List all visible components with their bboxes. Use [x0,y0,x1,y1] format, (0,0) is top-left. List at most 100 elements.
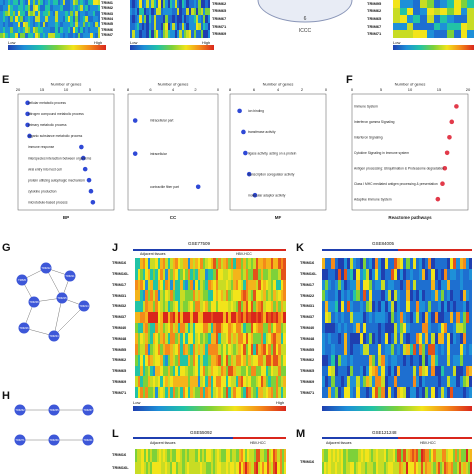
heatmap-cell [134,0,138,9]
heatmap-cell [368,344,373,356]
heatmap-row-label: TRIM17 [112,281,127,287]
heatmap-cell [378,344,382,356]
heatmap-cell [179,30,183,38]
heatmap-cell [205,376,209,388]
heatmap-cell [77,27,81,34]
heatmap-cell [22,21,26,28]
heatmap-cell [223,354,227,367]
heatmap-cell [275,290,280,302]
heatmap-cell [179,0,183,9]
heatmap-cell [180,311,184,324]
heatmap-cell [47,5,51,12]
network-node-label: TRIM67 [83,408,93,412]
heatmap-cell [175,258,179,270]
heatmap-cell [210,461,214,474]
heatmap-cell [265,333,269,345]
heatmap-cell [362,311,367,324]
heatmap-cell [55,10,59,17]
heatmap-cell [172,7,176,16]
heatmap-cell [213,290,217,302]
heatmap-cell [403,258,407,270]
heatmap-cell [137,0,140,9]
heatmap-cell [75,0,79,7]
heatmap-cell [265,354,269,367]
heatmap-cell [171,461,175,474]
heatmap-cell [205,15,209,24]
heatmap-cell [185,354,189,367]
heatmap-cell [245,449,248,463]
heatmap-cell [157,258,161,270]
heatmap-cell [406,333,411,345]
heatmap-cell [95,32,99,38]
heatmap-cell [195,258,199,270]
heatmap-cell [465,322,470,334]
heatmap-cell [137,258,141,270]
heatmap-cell [230,333,234,345]
dot-point [90,199,96,205]
heatmap-cell [268,311,272,324]
heatmap-cell [55,0,59,7]
heatmap-cell [334,354,339,367]
heatmap-cell [240,365,244,378]
heatmap-cell [409,387,414,398]
top-mid-heatmap [130,0,210,38]
heatmap-cell [162,354,166,367]
heatmap-cell [414,449,417,463]
heatmap-cell [220,322,224,334]
heatmap-cell [147,279,151,291]
panel-J-letter: J [112,242,119,254]
heatmap-cell [130,7,133,16]
heatmap-cell [230,268,234,281]
heatmap-cell [158,15,162,24]
heatmap-cell [248,279,252,291]
heatmap-row-label: TRIM7 [101,32,113,38]
heatmap-cell [20,0,24,7]
heatmap-cell [270,365,274,378]
heatmap-cell [340,301,345,313]
heatmap-cell [447,365,451,378]
heatmap-cell [390,387,395,398]
heatmap-cell [426,22,435,31]
heatmap-cell [447,268,451,281]
heatmap-cell [460,0,468,9]
heatmap-cell [253,279,257,291]
heatmap-cell [0,16,4,23]
heatmap-cell [234,461,237,474]
heatmap-cell [258,301,262,313]
heatmap-cell [233,376,237,388]
heatmap-cell [240,376,244,388]
heatmap-cell [184,449,188,463]
heatmap-cell [390,258,395,270]
heatmap-cell [82,16,86,23]
heatmap-cell [362,290,367,302]
heatmap-cell [263,268,267,281]
heatmap-cell [328,344,332,356]
heatmap-cell [403,344,407,356]
heatmap-cell [343,449,347,463]
heatmap-cell [142,333,146,345]
heatmap-cell [0,21,4,28]
heatmap-cell [337,290,342,302]
heatmap-cell [233,258,237,270]
tick-label: 0 [351,87,354,92]
heatmap-cell [447,0,455,9]
heatmap-cell [174,7,178,16]
heatmap-cell [331,301,336,313]
heatmap-cell [365,322,370,334]
heatmap-cell [197,322,202,334]
heatmap-cell [184,22,188,31]
heatmap-cell [375,268,379,281]
heatmap-cell [37,10,41,17]
heatmap-cell [192,344,196,356]
term-label: Interferon gamma Signaling [354,120,395,124]
heatmap-cell [207,258,212,270]
term-label: cellular metabolic process [28,101,66,105]
heatmap-cell [223,322,227,334]
dot-point [88,188,94,194]
heatmap-cell [337,279,342,291]
heatmap-cell [163,461,166,474]
plot-footer: MF [275,215,282,220]
heatmap-cell [278,279,282,291]
heatmap-cell [238,322,242,334]
heatmap-cell [255,354,259,367]
